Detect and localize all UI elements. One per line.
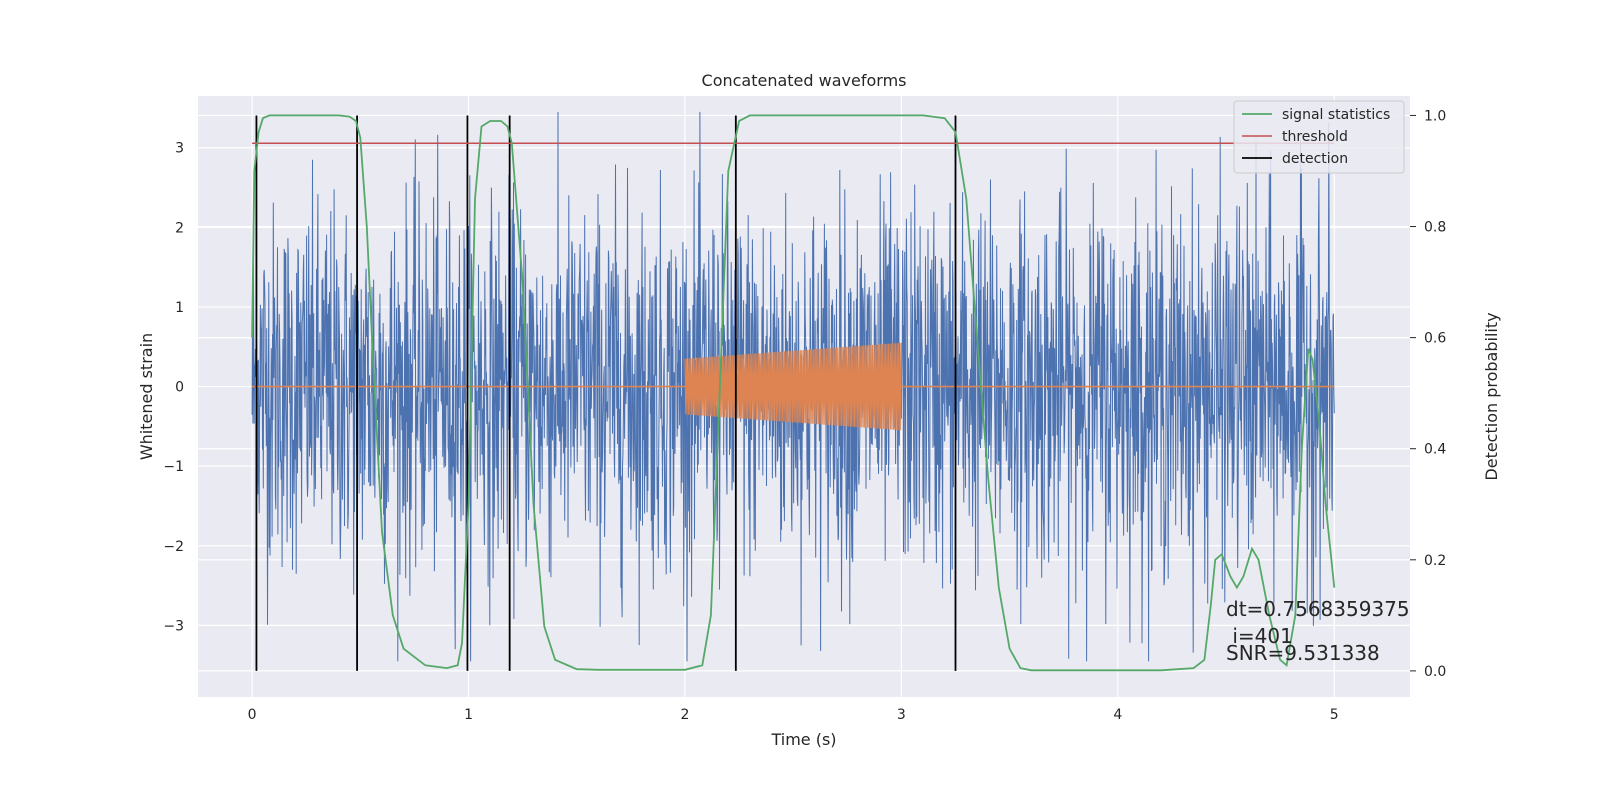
detection-lines: [255, 115, 957, 671]
y-tick-label-left-6: 3: [175, 141, 184, 157]
y-tick-label-left-0: −3: [163, 618, 184, 634]
legend-label-signal-statistics: signal statistics: [1282, 107, 1390, 123]
y-axis-right-ticks: 0.0 0.2 0.4 0.6 0.8 1.0: [1410, 108, 1446, 680]
y-tick-label-left-2: −1: [163, 459, 184, 475]
x-tick-label-1: 1: [464, 707, 473, 723]
y-tick-label-right-2: 0.4: [1424, 442, 1446, 458]
y-axis-right-label: Detection probability: [1482, 312, 1501, 480]
annotation-dt: dt=0.7568359375: [1226, 597, 1410, 621]
x-axis-ticks: 0 1 2 3 4 5: [248, 707, 1339, 723]
y-tick-label-left-3: 0: [175, 380, 184, 396]
y-tick-label-left-1: −2: [163, 539, 184, 555]
y-axis-left-ticks: −3 −2 −1 0 1 2 3: [163, 141, 184, 635]
x-axis-label: Time (s): [770, 730, 836, 749]
x-tick-label-4: 4: [1113, 707, 1122, 723]
y-axis-left-label: Whitened strain: [137, 333, 156, 460]
x-tick-label-5: 5: [1330, 707, 1339, 723]
x-tick-label-2: 2: [681, 707, 690, 723]
y-tick-label-right-5: 1.0: [1424, 108, 1446, 124]
signal-statistics-line: [251, 114, 1336, 672]
y-tick-label-right-3: 0.6: [1424, 331, 1446, 347]
y-tick-label-right-4: 0.8: [1424, 220, 1446, 236]
annotation-index: i=401: [1226, 624, 1293, 648]
series-layer: [251, 111, 1336, 672]
x-tick-label-3: 3: [897, 707, 906, 723]
legend-box: [1233, 100, 1405, 174]
y-tick-label-right-0: 0.0: [1424, 664, 1446, 680]
y-tick-label-left-5: 2: [175, 220, 184, 236]
chart-title: Concatenated waveforms: [702, 71, 907, 90]
y-tick-label-left-4: 1: [175, 300, 184, 316]
legend: signal statistics threshold detection: [1233, 100, 1405, 174]
x-tick-label-0: 0: [248, 707, 257, 723]
annotation-snr: SNR=9.531338: [1226, 641, 1380, 665]
y-tick-label-right-1: 0.2: [1424, 553, 1446, 569]
legend-label-detection: detection: [1282, 151, 1348, 167]
legend-label-threshold: threshold: [1282, 129, 1348, 145]
